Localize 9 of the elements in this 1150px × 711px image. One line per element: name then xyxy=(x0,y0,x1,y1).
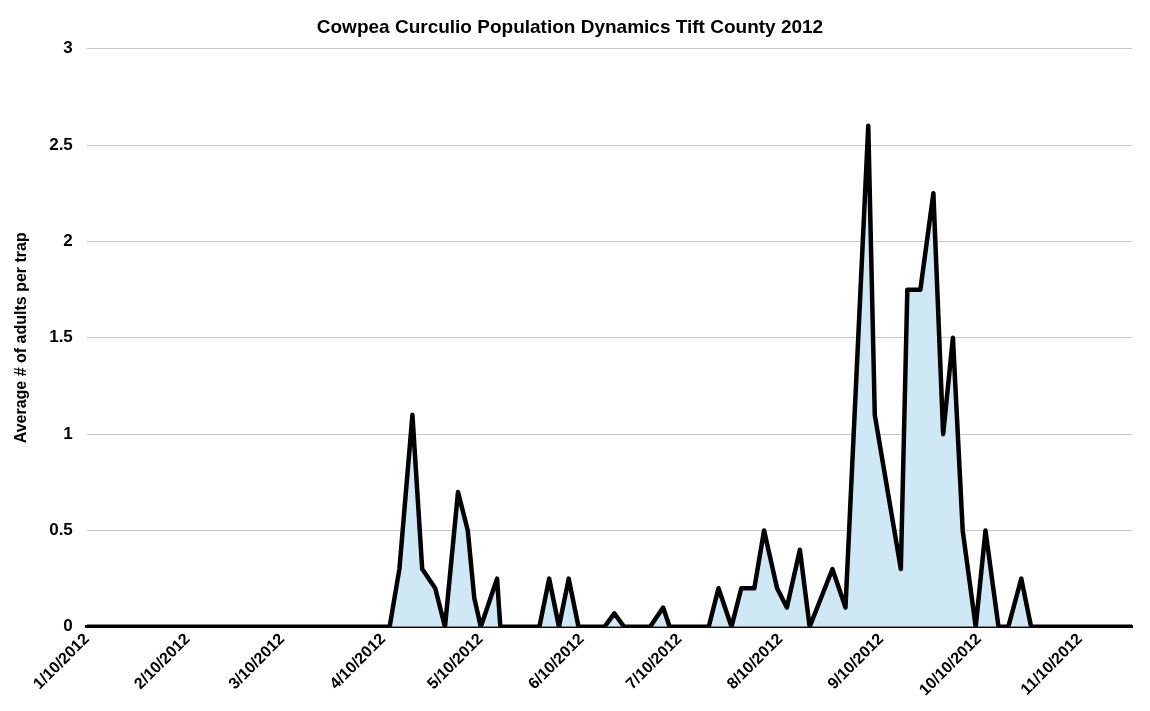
chart-title: Cowpea Curculio Population Dynamics Tift County 2012 xyxy=(316,15,824,37)
y-tick-label: 2.5 xyxy=(49,134,73,154)
y-tick-label: 1 xyxy=(63,423,73,443)
y-axis-title: Average # of adults per trap xyxy=(12,232,30,444)
y-tick-label: 0 xyxy=(63,616,73,636)
y-tick-label: 1.5 xyxy=(49,327,73,347)
y-tick-label: 2 xyxy=(63,231,73,251)
y-tick-label: 0.5 xyxy=(49,520,73,540)
y-tick-label: 3 xyxy=(63,38,73,58)
